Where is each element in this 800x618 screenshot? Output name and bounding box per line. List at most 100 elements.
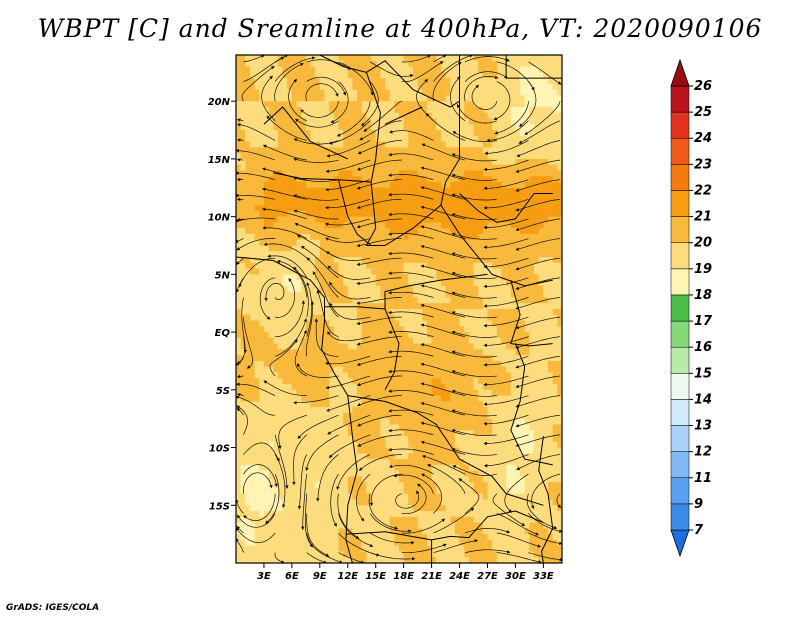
wbpt-cell xyxy=(259,418,265,426)
wbpt-cell xyxy=(352,216,358,224)
wbpt-cell xyxy=(538,441,544,449)
wbpt-cell xyxy=(445,303,451,310)
wbpt-cell xyxy=(352,464,358,472)
wbpt-cell xyxy=(329,78,335,85)
wbpt-cell xyxy=(385,459,391,466)
wbpt-cell xyxy=(445,349,451,356)
wbpt-cell xyxy=(236,424,242,431)
wbpt-cell xyxy=(245,447,251,454)
wbpt-cell xyxy=(436,251,442,258)
wbpt-cell xyxy=(450,158,456,166)
wbpt-cell xyxy=(380,72,386,79)
wbpt-cell xyxy=(403,187,409,195)
wbpt-cell xyxy=(329,297,335,304)
wbpt-cell xyxy=(259,355,265,362)
wbpt-cell xyxy=(468,130,475,137)
wbpt-cell xyxy=(287,153,293,160)
wbpt-cell xyxy=(301,337,307,345)
wbpt-cell xyxy=(385,343,391,351)
wbpt-cell xyxy=(454,130,461,137)
wbpt-cell xyxy=(422,389,428,397)
wbpt-cell xyxy=(263,430,270,437)
wbpt-cell xyxy=(347,89,354,97)
wbpt-cell xyxy=(389,459,395,466)
wbpt-cell xyxy=(310,430,316,437)
wbpt-cell xyxy=(361,89,367,97)
wbpt-cell xyxy=(394,106,400,114)
wbpt-cell xyxy=(496,401,503,408)
wbpt-cell xyxy=(515,407,521,414)
wbpt-cell xyxy=(552,447,558,454)
wbpt-cell xyxy=(492,274,498,281)
wbpt-cell xyxy=(343,135,349,143)
wbpt-cell xyxy=(445,401,451,408)
wbpt-cell xyxy=(268,332,274,339)
wbpt-cell xyxy=(529,158,535,166)
wbpt-cell xyxy=(357,95,363,102)
wbpt-cell xyxy=(277,199,284,206)
wbpt-cell xyxy=(329,66,335,73)
wbpt-cell xyxy=(301,199,307,206)
wbpt-cell xyxy=(254,199,260,206)
wbpt-cell xyxy=(422,251,428,258)
wbpt-cell xyxy=(385,141,391,148)
wbpt-cell xyxy=(352,199,358,206)
wbpt-cell xyxy=(492,337,498,345)
wbpt-cell xyxy=(538,60,544,68)
wbpt-cell xyxy=(501,459,507,466)
wbpt-cell xyxy=(506,309,512,316)
wbpt-cell xyxy=(319,60,326,68)
wbpt-cell xyxy=(459,262,465,270)
wbpt-cell xyxy=(273,309,279,316)
wbpt-cell xyxy=(282,187,288,195)
wbpt-cell xyxy=(389,366,395,374)
wbpt-cell xyxy=(236,436,242,443)
wbpt-cell xyxy=(240,205,246,212)
wbpt-cell xyxy=(347,187,354,195)
wbpt-cell xyxy=(543,384,549,391)
wbpt-cell xyxy=(529,72,535,79)
wbpt-cell xyxy=(501,297,507,304)
wbpt-cell xyxy=(473,153,479,160)
wbpt-cell xyxy=(408,372,414,379)
wbpt-cell xyxy=(478,303,484,310)
wbpt-cell xyxy=(240,78,246,85)
wbpt-cell xyxy=(310,332,316,339)
wbpt-cell xyxy=(440,106,447,114)
wbpt-cell xyxy=(329,147,335,154)
wbpt-cell xyxy=(492,459,498,466)
wbpt-cell xyxy=(454,303,461,310)
wbpt-cell xyxy=(249,164,256,172)
wbpt-cell xyxy=(529,78,535,85)
wbpt-cell xyxy=(529,441,535,449)
wbpt-cell xyxy=(510,407,517,414)
wbpt-cell xyxy=(329,401,335,408)
wbpt-cell xyxy=(352,60,358,68)
wbpt-cell xyxy=(538,366,544,374)
wbpt-cell xyxy=(473,349,479,356)
wbpt-cell xyxy=(529,303,535,310)
wbpt-cell xyxy=(254,66,260,73)
wbpt-cell xyxy=(245,418,251,426)
wbpt-cell xyxy=(333,233,340,241)
wbpt-cell xyxy=(501,187,507,195)
wbpt-cell xyxy=(403,412,409,420)
wbpt-cell xyxy=(310,135,316,143)
wbpt-cell xyxy=(301,205,307,212)
wbpt-cell xyxy=(259,337,265,345)
wbpt-cell xyxy=(333,395,340,402)
wbpt-cell xyxy=(310,343,316,351)
wbpt-cell xyxy=(436,349,442,356)
wbpt-cell xyxy=(371,314,377,322)
wbpt-cell xyxy=(403,384,409,391)
wbpt-cell xyxy=(445,233,451,241)
wbpt-cell xyxy=(408,233,414,241)
wbpt-cell xyxy=(394,314,400,322)
wbpt-cell xyxy=(254,441,260,449)
wbpt-cell xyxy=(520,268,526,275)
wbpt-cell xyxy=(240,118,246,125)
wbpt-cell xyxy=(273,257,279,264)
wbpt-cell xyxy=(506,135,512,143)
wbpt-cell xyxy=(492,251,498,258)
wbpt-cell xyxy=(259,274,265,281)
